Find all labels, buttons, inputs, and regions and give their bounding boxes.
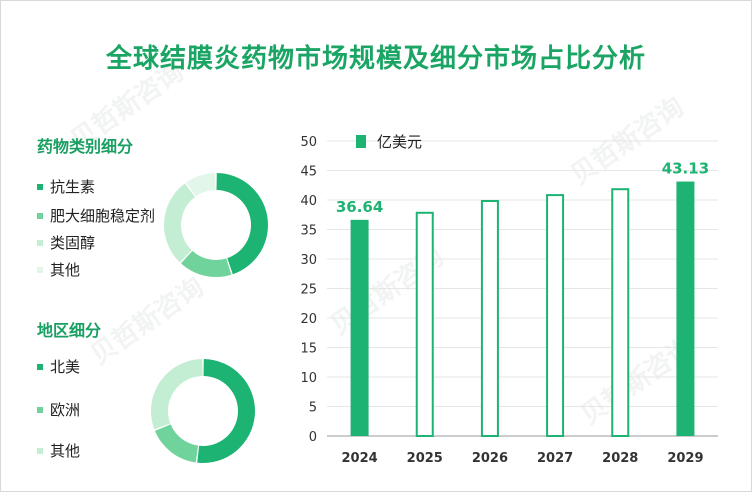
x-tick-label: 2025 bbox=[407, 451, 443, 466]
region-legend-item: 欧洲 bbox=[37, 399, 80, 420]
region-donut-slice bbox=[197, 359, 255, 463]
drug-donut-slice bbox=[164, 183, 196, 263]
y-tick-label: 40 bbox=[300, 194, 317, 209]
bar-2025 bbox=[415, 211, 434, 437]
bar-2026 bbox=[480, 200, 499, 437]
data-label: 36.64 bbox=[336, 198, 383, 216]
data-label: 43.13 bbox=[662, 160, 709, 178]
drug-legend-item: 肥大细胞稳定剂 bbox=[37, 205, 155, 226]
drug-section-heading: 药物类别细分 bbox=[37, 137, 134, 156]
legend-label: 欧洲 bbox=[50, 401, 81, 419]
legend-swatch bbox=[37, 239, 43, 246]
y-tick-label: 0 bbox=[309, 430, 317, 445]
x-tick-label: 2024 bbox=[341, 451, 377, 466]
region-section-heading: 地区细分 bbox=[37, 321, 102, 340]
legend-swatch bbox=[356, 135, 366, 148]
region-donut-slice bbox=[151, 359, 203, 430]
y-tick-label: 10 bbox=[300, 371, 317, 386]
x-tick-label: 2027 bbox=[537, 451, 573, 466]
y-tick-label: 25 bbox=[300, 283, 317, 298]
y-tick-label: 35 bbox=[300, 224, 317, 239]
drug-legend-item: 其他 bbox=[37, 259, 80, 280]
y-tick-label: 45 bbox=[300, 165, 317, 180]
drug-donut-slice bbox=[180, 250, 232, 277]
legend-swatch bbox=[37, 183, 43, 190]
region-legend-item: 其他 bbox=[37, 440, 80, 461]
legend-swatch bbox=[37, 447, 43, 454]
y-tick-label: 30 bbox=[300, 253, 317, 268]
drug-donut-slice bbox=[186, 173, 216, 197]
bar-2028 bbox=[611, 188, 630, 437]
x-tick-label: 2028 bbox=[602, 451, 638, 466]
page-title: 全球结膜炎药物市场规模及细分市场占比分析 bbox=[105, 44, 646, 74]
bar-2029 bbox=[676, 181, 695, 436]
region-donut-slice bbox=[154, 424, 199, 463]
drug-legend-item: 类固醇 bbox=[37, 232, 95, 253]
legend-label: 北美 bbox=[50, 358, 81, 376]
y-tick-label: 15 bbox=[300, 342, 317, 357]
legend-label: 肥大细胞稳定剂 bbox=[50, 207, 156, 225]
y-tick-label: 5 bbox=[309, 401, 317, 416]
y-tick-label: 20 bbox=[300, 312, 317, 327]
legend-label: 抗生素 bbox=[50, 178, 96, 196]
bar-2027 bbox=[546, 194, 565, 437]
legend-swatch bbox=[37, 363, 43, 370]
drug-legend-item: 抗生素 bbox=[37, 176, 95, 197]
y-tick-label: 50 bbox=[300, 135, 317, 150]
x-tick-label: 2026 bbox=[472, 451, 508, 466]
legend-swatch bbox=[37, 406, 43, 413]
legend-label: 其他 bbox=[50, 261, 81, 279]
bar-2024 bbox=[350, 219, 369, 436]
region-legend-item: 北美 bbox=[37, 356, 80, 377]
legend-swatch bbox=[37, 212, 43, 219]
legend-label: 其他 bbox=[50, 442, 81, 460]
legend-label: 亿美元 bbox=[377, 133, 422, 151]
legend-swatch bbox=[37, 266, 43, 273]
legend-label: 类固醇 bbox=[50, 234, 96, 252]
x-tick-label: 2029 bbox=[667, 451, 703, 466]
drug-donut-slice bbox=[216, 173, 269, 275]
